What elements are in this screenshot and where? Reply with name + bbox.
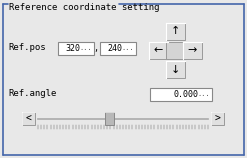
Text: ...: ... — [121, 46, 134, 52]
Bar — [165, 42, 185, 59]
Bar — [150, 88, 212, 101]
Text: <: < — [25, 113, 31, 124]
Text: 320: 320 — [65, 44, 80, 53]
Text: →: → — [187, 46, 197, 55]
Bar — [105, 112, 114, 125]
Bar — [211, 112, 224, 125]
Bar — [165, 23, 185, 40]
Text: >: > — [215, 113, 220, 124]
Text: ...: ... — [79, 46, 92, 52]
Text: ←: ← — [153, 46, 163, 55]
Bar — [183, 42, 202, 59]
Text: ↑: ↑ — [170, 27, 180, 36]
Text: Ref.pos: Ref.pos — [8, 43, 46, 52]
Bar — [22, 112, 35, 125]
Text: Reference coordinate setting: Reference coordinate setting — [9, 3, 160, 12]
Bar — [165, 61, 185, 78]
Text: 0.000: 0.000 — [173, 90, 198, 99]
Text: ,: , — [94, 43, 98, 54]
Bar — [100, 42, 136, 55]
Text: 240: 240 — [107, 44, 122, 53]
Text: ...: ... — [197, 91, 210, 97]
Bar — [58, 42, 94, 55]
Text: Ref.angle: Ref.angle — [8, 89, 56, 98]
Text: ↓: ↓ — [170, 64, 180, 75]
Bar — [148, 42, 167, 59]
